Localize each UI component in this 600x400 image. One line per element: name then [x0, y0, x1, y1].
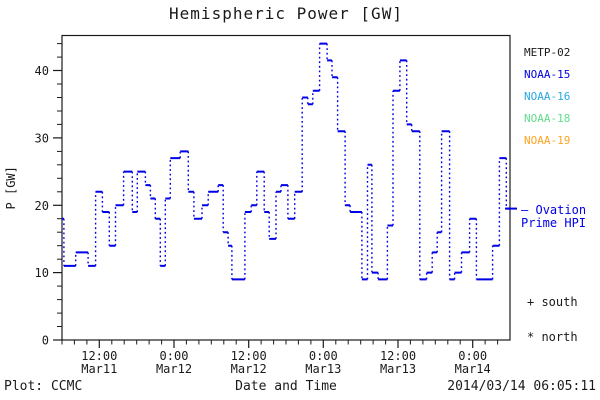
satellite-legend: METP-02 NOAA-15 NOAA-16 NOAA-18 NOAA-19	[524, 42, 570, 152]
legend-noaa-15: NOAA-15	[524, 68, 571, 81]
x-tick-date: Mar14	[455, 362, 491, 376]
hpi-step-line	[62, 42, 510, 281]
plot-credit: Plot: CCMC	[4, 379, 83, 394]
plot-timestamp: 2014/03/14 06:05:11	[447, 379, 596, 394]
y-tick-label: 10	[35, 266, 49, 280]
hpi-legend-label1: Ovation	[535, 203, 587, 217]
x-tick-time: 0:00	[309, 349, 338, 363]
legend-noaa-18: NOAA-18	[524, 112, 571, 125]
x-tick-date: Mar12	[156, 362, 192, 376]
x-tick-time: 12:00	[81, 349, 117, 363]
hpi-legend-dash: —	[521, 203, 529, 217]
hpi-legend: — Ovation Prime HPI	[521, 204, 586, 230]
hpi-step-connectors	[63, 43, 507, 280]
x-tick-time: 12:00	[231, 349, 267, 363]
legend-noaa-16: NOAA-16	[524, 90, 571, 103]
x-axis-title: Date and Time	[235, 379, 337, 394]
x-tick-date: Mar13	[380, 362, 416, 376]
hpi-legend-line2: Prime HPI	[521, 216, 587, 230]
x-tick-time: 12:00	[380, 349, 416, 363]
chart-title: Hemispheric Power [GW]	[169, 4, 403, 23]
x-tick-date: Mar11	[81, 362, 117, 376]
plot-frame	[61, 34, 511, 341]
y-tick-label: 40	[35, 64, 49, 78]
y-tick-label: 20	[35, 199, 49, 213]
y-axis-label: P [GW]	[4, 166, 18, 209]
y-tick-label: 30	[35, 131, 49, 145]
legend-metp-02: METP-02	[524, 46, 571, 59]
marker-legend: + south * north	[527, 295, 578, 344]
legend-noaa-19: NOAA-19	[524, 134, 571, 147]
x-tick-time: 0:00	[458, 349, 487, 363]
marker-key-south: + south	[527, 295, 578, 309]
x-tick-time: 0:00	[160, 349, 189, 363]
hpi-legend-line1: — Ovation	[521, 204, 586, 217]
x-tick-date: Mar13	[305, 362, 341, 376]
marker-key-north: * north	[527, 330, 578, 344]
y-tick-label: 0	[42, 334, 49, 348]
x-tick-date: Mar12	[231, 362, 267, 376]
